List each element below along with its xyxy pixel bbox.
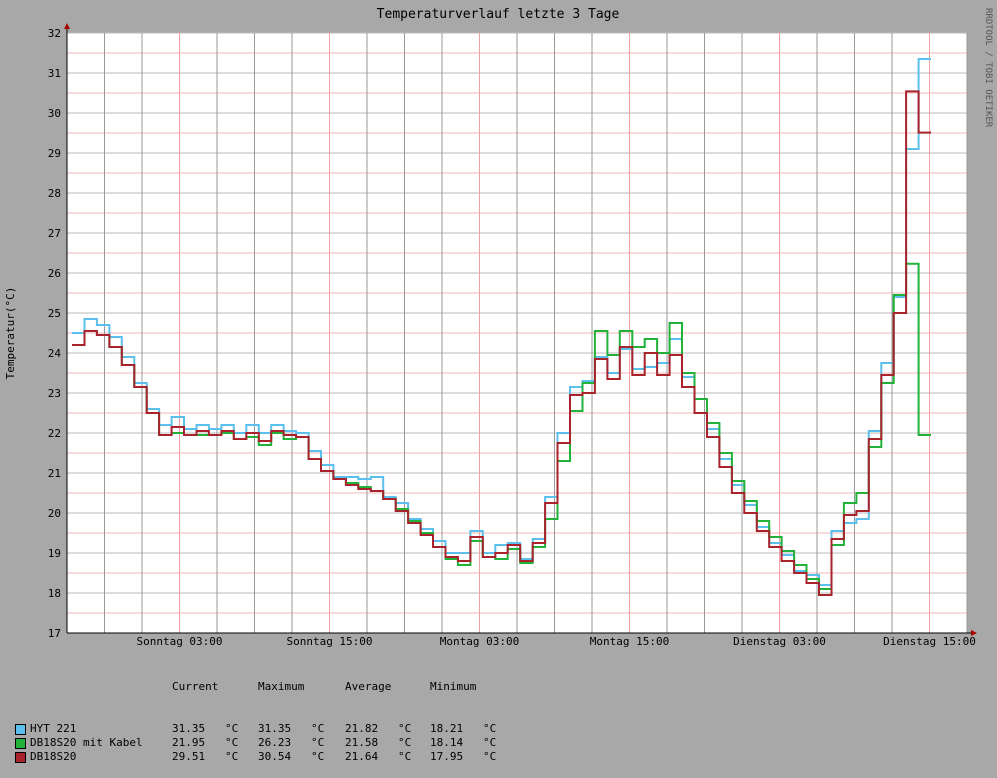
legend-value-maximum: 31.35 °C	[258, 722, 325, 735]
y-tick-label: 22	[48, 427, 61, 440]
chart-title: Temperaturverlauf letzte 3 Tage	[377, 7, 620, 22]
legend-value-average: 21.58 °C	[345, 736, 412, 749]
legend-row: DB18S20 29.51 °C 30.54 °C 21.64 °C 17.95 °C	[15, 750, 496, 764]
y-tick-label: 26	[48, 267, 61, 280]
y-tick-label: 17	[48, 627, 61, 640]
y-tick-label: 28	[48, 187, 61, 200]
legend-value-minimum: 17.95 °C	[430, 750, 497, 763]
series-line-2	[72, 90, 931, 596]
legend-header: Current Maximum Average Minimum	[15, 680, 476, 694]
x-tick-label: Montag 15:00	[590, 635, 669, 648]
legend-header-current: Current	[172, 680, 219, 693]
legend-value-current: 21.95 °C	[172, 736, 239, 749]
y-tick-label: 19	[48, 547, 61, 560]
legend-value-current: 31.35 °C	[172, 722, 239, 735]
legend-value-current: 29.51 °C	[172, 750, 239, 763]
legend-row: HYT 221 31.35 °C 31.35 °C 21.82 °C 18.21 °C	[15, 722, 496, 736]
y-axis-arrow	[64, 23, 70, 29]
legend-swatch	[15, 723, 26, 735]
legend-value-maximum: 30.54 °C	[258, 750, 325, 763]
legend-header-maximum: Maximum	[258, 680, 305, 693]
x-tick-label: Sonntag 15:00	[286, 635, 372, 648]
legend: Current Maximum Average Minimum HYT 221 3…	[15, 652, 496, 778]
y-tick-labels: 17 18 19 20 21 22 23 24 25 26 27 28 29 30 31 32	[48, 27, 62, 640]
y-tick-label: 29	[48, 147, 61, 160]
legend-series-name: HYT 221	[30, 722, 77, 735]
legend-value-minimum: 18.21 °C	[430, 722, 497, 735]
chart: 17 18 19 20 21 22 23 24 25 26 27 28 29 30 31 32 Sonntag…	[4, 7, 993, 648]
y-tick-label: 30	[48, 107, 61, 120]
watermark: RRDTOOL / TOBI OETIKER	[983, 8, 993, 128]
legend-header-average: Average	[345, 680, 392, 693]
y-tick-label: 24	[48, 347, 62, 360]
legend-value-average: 21.82 °C	[345, 722, 412, 735]
y-tick-label: 25	[48, 307, 61, 320]
x-tick-label: Dienstag 03:00	[733, 635, 826, 648]
legend-value-maximum: 26.23 °C	[258, 736, 325, 749]
legend-row: DB18S20 mit Kabel 21.95 °C 26.23 °C 21.58 °…	[15, 736, 496, 750]
legend-value-minimum: 18.14 °C	[430, 736, 497, 749]
x-tick-label: Dienstag 15:00	[883, 635, 976, 648]
legend-swatch	[15, 751, 26, 763]
y-tick-label: 18	[48, 587, 61, 600]
y-tick-label: 23	[48, 387, 61, 400]
legend-series-name: DB18S20 mit Kabel	[30, 736, 143, 749]
y-tick-label: 31	[48, 67, 61, 80]
y-tick-label: 21	[48, 467, 61, 480]
x-tick-label: Sonntag 03:00	[136, 635, 222, 648]
legend-value-average: 21.64 °C	[345, 750, 412, 763]
y-tick-label: 32	[48, 27, 61, 40]
legend-swatch	[15, 737, 26, 749]
x-tick-labels: Sonntag 03:00 Sonntag 15:00 Montag 03:00 Mo…	[136, 635, 975, 648]
y-tick-label: 20	[48, 507, 61, 520]
legend-series-name: DB18S20	[30, 750, 77, 763]
x-axis-arrow	[971, 630, 977, 636]
x-tick-label: Montag 03:00	[440, 635, 519, 648]
grid	[67, 32, 968, 634]
y-axis-label: Temperatur(°C)	[4, 287, 17, 380]
y-tick-label: 27	[48, 227, 61, 240]
series-lines	[72, 58, 931, 596]
legend-header-minimum: Minimum	[430, 680, 477, 693]
axes	[64, 23, 977, 636]
